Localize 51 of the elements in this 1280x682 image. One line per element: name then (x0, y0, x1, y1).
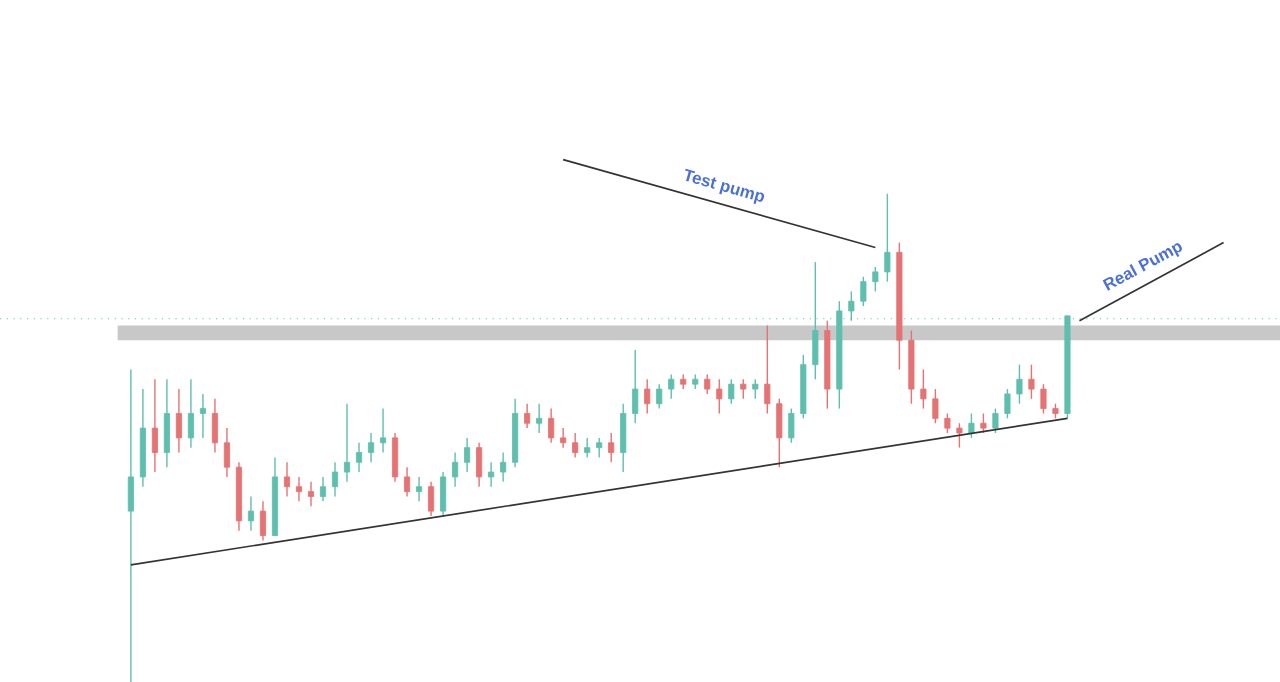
candlestick (980, 412, 987, 434)
candlestick (860, 276, 867, 307)
candlestick (1016, 363, 1023, 405)
candlestick (307, 481, 315, 507)
candlestick (343, 403, 351, 483)
candlestick (968, 412, 975, 439)
candlestick (464, 437, 471, 473)
candlestick (355, 442, 363, 473)
candlestick (295, 476, 303, 503)
annotation: Test pump (685, 168, 765, 205)
candlestick (920, 368, 927, 410)
candlestick (872, 266, 879, 293)
candlestick (668, 373, 675, 400)
candlestick (536, 403, 543, 434)
candlestick (572, 432, 579, 459)
candlestick (500, 451, 507, 483)
candlestick (992, 407, 999, 434)
candlestick (416, 476, 423, 503)
candlestick (319, 476, 327, 503)
candlestick (944, 412, 951, 434)
candlestick (1028, 363, 1035, 400)
candlestick (1004, 388, 1011, 420)
candlestick (584, 437, 591, 459)
candlestick (379, 407, 387, 454)
candlestick (404, 466, 411, 498)
candlestick (283, 461, 291, 498)
candlestick (884, 193, 891, 283)
candlestick (548, 407, 555, 444)
candlestick (656, 383, 663, 410)
candlestick (524, 403, 531, 429)
candlestick (127, 368, 134, 682)
candlestick (752, 378, 759, 400)
candlestick (452, 451, 459, 488)
candlestick (716, 378, 723, 415)
candlestick (644, 378, 651, 415)
candlestick (331, 461, 339, 498)
candlestick (704, 373, 711, 395)
candlestick (932, 388, 939, 424)
candlestick (199, 393, 206, 439)
candlestick (764, 324, 771, 415)
candlestick (367, 432, 375, 464)
candlestick (608, 432, 615, 464)
candlestick (560, 427, 567, 449)
candlestick (247, 495, 255, 532)
candlestick (848, 290, 855, 322)
candlestick (596, 437, 603, 459)
candlestick (488, 461, 495, 488)
candlestick (728, 378, 735, 405)
candlestick (740, 378, 747, 400)
candlestick (956, 422, 963, 449)
candlestick (1040, 383, 1047, 415)
